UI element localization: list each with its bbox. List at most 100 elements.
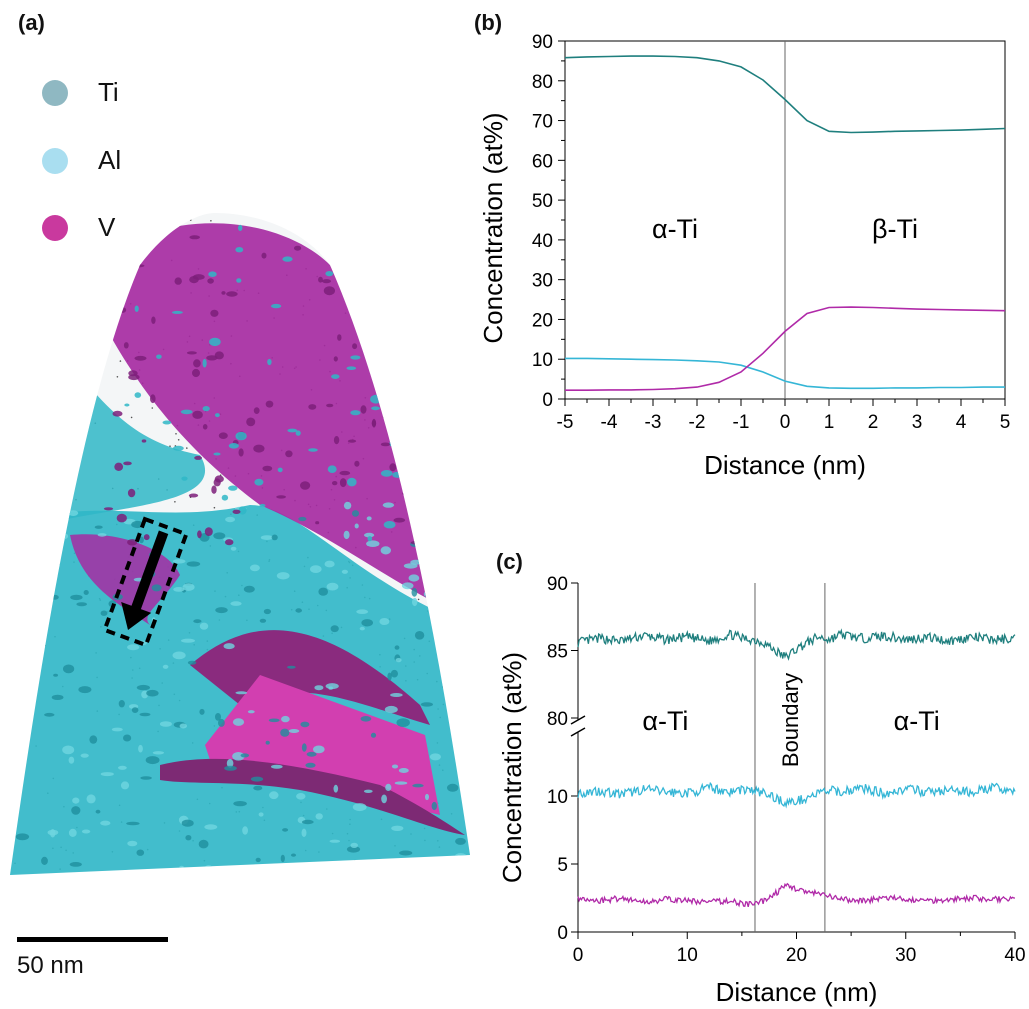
cluster-blob xyxy=(186,561,201,567)
cluster-blob xyxy=(189,235,200,240)
speckle-dot xyxy=(61,539,63,541)
cluster-blob xyxy=(473,590,480,597)
speckle-dot xyxy=(443,218,446,221)
cluster-blob xyxy=(381,794,387,804)
cluster-blob xyxy=(383,866,391,871)
cluster-blob xyxy=(417,527,427,536)
speckle-dot xyxy=(31,648,33,651)
cluster-blob xyxy=(438,578,452,585)
cluster-blob xyxy=(206,355,218,361)
cluster-blob xyxy=(235,431,247,441)
speckle-dot xyxy=(85,398,88,401)
speckle-dot xyxy=(222,894,224,896)
speckle-dot xyxy=(465,311,467,314)
cluster-blob xyxy=(282,256,293,262)
speckle-dot xyxy=(59,240,61,243)
cluster-blob xyxy=(94,525,103,529)
speckle-dot xyxy=(223,205,225,207)
speckle-dot xyxy=(379,211,381,213)
cluster-blob xyxy=(242,826,249,835)
cluster-blob xyxy=(51,694,64,700)
cluster-blob xyxy=(118,700,125,708)
cluster-blob xyxy=(10,726,15,731)
speckle-dot xyxy=(48,419,51,422)
x-axis-title-b: Distance (nm) xyxy=(704,450,866,480)
cluster-blob xyxy=(226,291,238,297)
cluster-blob xyxy=(95,809,101,814)
cluster-blob xyxy=(282,828,289,832)
cluster-blob xyxy=(139,712,151,717)
speckle-dot xyxy=(334,241,336,244)
speckle-dot xyxy=(411,337,413,339)
speckle-dot xyxy=(90,882,92,884)
cluster-blob xyxy=(382,415,395,419)
cluster-blob xyxy=(47,829,59,836)
cluster-blob xyxy=(397,236,407,242)
speckle-dot xyxy=(472,900,474,902)
speckle-dot xyxy=(57,266,60,269)
speckle-dot xyxy=(381,213,384,214)
cluster-blob xyxy=(356,609,369,614)
cluster-blob xyxy=(181,819,194,827)
cluster-blob xyxy=(294,245,302,251)
analysis-direction-arrow xyxy=(102,516,189,648)
cluster-blob xyxy=(0,888,9,895)
speckle-dot xyxy=(17,299,19,301)
cluster-blob xyxy=(295,608,303,613)
x-tick-label-b: 3 xyxy=(912,412,923,433)
speckle-dot xyxy=(1,445,3,447)
cluster-blob xyxy=(308,404,317,410)
speckle-dot xyxy=(0,849,1,851)
speckle-dot xyxy=(113,238,116,241)
speckle-dot xyxy=(326,236,329,238)
speckle-dot xyxy=(28,365,31,367)
speckle-dot xyxy=(56,546,58,549)
speckle-dot xyxy=(1,209,3,211)
speckle-dot xyxy=(422,483,425,485)
cluster-blob xyxy=(250,776,264,782)
speckle-dot xyxy=(43,648,45,650)
y-axis-title-b: Concentration (at%) xyxy=(478,112,508,343)
scale-bar xyxy=(17,937,168,942)
cluster-blob xyxy=(107,305,113,311)
cluster-blob xyxy=(455,837,466,845)
y-tick-label-b: 10 xyxy=(532,350,553,371)
cluster-blob xyxy=(428,448,438,453)
cluster-blob xyxy=(247,710,255,714)
cluster-blob xyxy=(330,894,342,898)
speckle-dot xyxy=(96,226,98,229)
cluster-blob xyxy=(359,626,365,631)
cluster-blob xyxy=(276,572,290,580)
speckle-dot xyxy=(417,513,419,516)
cluster-blob xyxy=(213,532,226,540)
x-tick-label-c: 20 xyxy=(786,945,807,966)
speckle-dot xyxy=(40,211,42,213)
cluster-blob xyxy=(145,756,160,765)
speckle-dot xyxy=(469,346,470,348)
cluster-blob xyxy=(403,860,409,866)
cluster-blob xyxy=(173,587,185,592)
speckle-dot xyxy=(460,670,462,673)
cluster-blob xyxy=(306,751,317,757)
speckle-dot xyxy=(213,506,216,509)
cluster-blob xyxy=(194,455,203,460)
speckle-dot xyxy=(401,439,404,442)
cluster-blob xyxy=(228,443,239,449)
speckle-dot xyxy=(433,241,436,243)
speckle-dot xyxy=(382,277,385,279)
cluster-blob xyxy=(339,478,347,488)
cluster-blob xyxy=(367,286,379,293)
speckle-dot xyxy=(177,439,180,441)
speckle-dot xyxy=(4,378,6,380)
speckle-dot xyxy=(75,444,78,447)
speckle-dot xyxy=(37,280,40,282)
plot-frame-b xyxy=(564,40,1006,400)
speckle-dot xyxy=(4,355,6,357)
y-tick-label-b: 30 xyxy=(532,271,553,292)
speckle-dot xyxy=(430,865,432,868)
speckle-dot xyxy=(67,430,69,432)
speckle-dot xyxy=(64,286,66,288)
speckle-dot xyxy=(186,213,188,215)
y-tick-label-c: 5 xyxy=(557,855,568,876)
x-tick-label-b: 5 xyxy=(1000,412,1011,433)
